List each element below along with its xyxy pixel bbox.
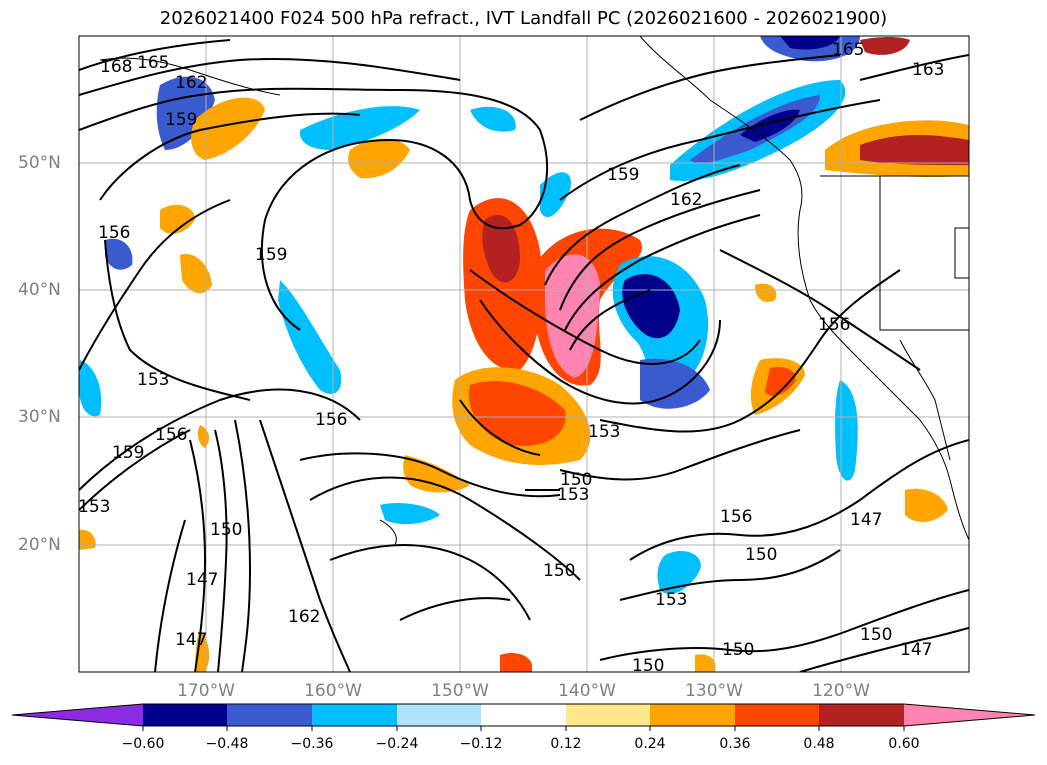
contour-labels: 168 165 162 159 156 159 153 156 159 153 … (78, 40, 944, 676)
lon-label: 170°W (177, 681, 235, 701)
contour-label: 153 (588, 422, 620, 442)
contour-label: 153 (137, 370, 169, 390)
shading-layer (79, 36, 969, 672)
contour-label: 150 (210, 520, 242, 540)
colorbar-tick-label: −0.12 (459, 736, 503, 752)
contour-label: 150 (632, 656, 664, 676)
contour-label: 163 (912, 60, 944, 80)
colorbar-tick-label: 0.24 (634, 736, 666, 752)
colorbar-tick-label: 0.48 (803, 736, 835, 752)
colorbar-tick-label: 0.12 (550, 736, 582, 752)
contour-label: 156 (818, 315, 850, 335)
contour-label: 147 (175, 630, 207, 650)
contour-label: 153 (78, 497, 110, 517)
colorbar-tick-label: −0.60 (121, 736, 165, 752)
lon-label: 120°W (812, 681, 870, 701)
colorbar-tick-label: 0.36 (719, 736, 751, 752)
contour-label: 159 (112, 443, 144, 463)
contour-label: 153 (655, 590, 687, 610)
contour-label: 150 (722, 640, 754, 660)
lon-label: 130°W (685, 681, 743, 701)
contour-label: 153 (557, 485, 589, 505)
contour-label: 150 (860, 625, 892, 645)
colorbar-tick-label: 0.60 (888, 736, 920, 752)
contour-label: 159 (165, 110, 197, 130)
lon-label: 160°W (304, 681, 362, 701)
colorbar-tick-label: −0.24 (375, 736, 419, 752)
contour-label: 159 (255, 245, 287, 265)
contour-label: 156 (98, 223, 130, 243)
contour-label: 162 (288, 607, 320, 627)
contour-label: 156 (315, 410, 347, 430)
contour-label: 150 (745, 545, 777, 565)
colorbar-tick-label: −0.48 (205, 736, 249, 752)
lat-label: 40°N (18, 280, 61, 300)
contour-label: 165 (832, 40, 864, 60)
colorbar-tick-label: −0.36 (290, 736, 334, 752)
contour-label: 147 (186, 570, 218, 590)
contour-label: 147 (850, 510, 882, 530)
contour-lines (79, 39, 969, 672)
lat-label: 20°N (18, 535, 61, 555)
contour-label: 162 (175, 73, 207, 93)
contour-label: 162 (670, 190, 702, 210)
contour-label: 156 (720, 507, 752, 527)
contour-label: 165 (137, 53, 169, 73)
contour-label: 150 (543, 561, 575, 581)
contour-label: 156 (155, 425, 187, 445)
contour-label: 168 (100, 57, 132, 77)
contour-label: 150 (560, 470, 592, 490)
contour-label: 159 (607, 165, 639, 185)
lon-label: 150°W (431, 681, 489, 701)
graticule (79, 36, 969, 672)
lon-label: 140°W (558, 681, 616, 701)
figure-title: 2026021400 F024 500 hPa refract., IVT La… (159, 8, 888, 29)
contour-label: 147 (900, 640, 932, 660)
lat-label: 50°N (18, 153, 61, 173)
lat-label: 30°N (18, 407, 61, 427)
